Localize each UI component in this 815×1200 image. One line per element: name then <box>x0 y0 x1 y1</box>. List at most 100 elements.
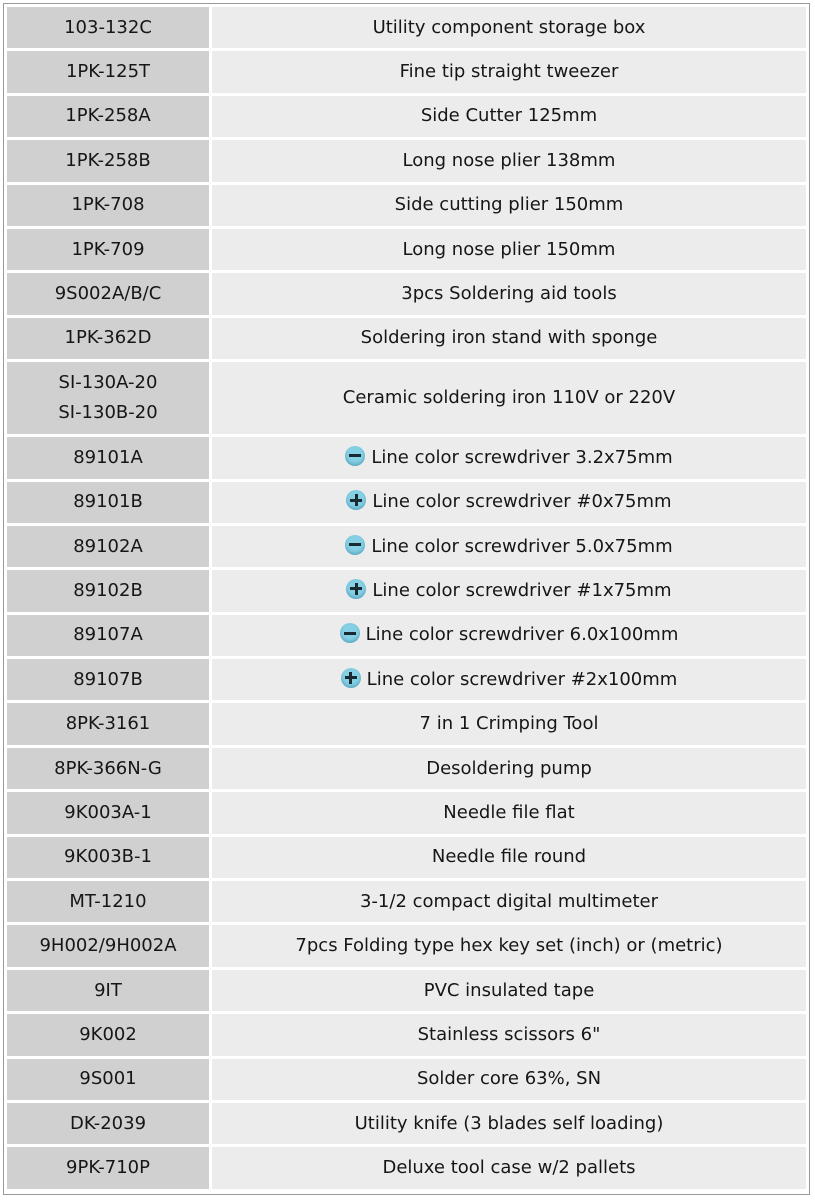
part-code-alt: SI-130B-20 <box>58 402 158 424</box>
part-description: Solder core 63%, SN <box>416 1068 602 1090</box>
table-row: 1PK-258B Long nose plier 138mm <box>7 140 806 182</box>
part-code: 89101A <box>73 446 143 468</box>
code-cell: SI-130A-20 SI-130B-20 <box>7 362 209 435</box>
part-description: Long nose plier 138mm <box>402 149 616 171</box>
code-cell: 89101A <box>7 437 209 479</box>
part-description: Soldering iron stand with sponge <box>360 327 658 349</box>
phillips-plus-icon <box>346 490 367 511</box>
part-code: 1PK-362D <box>64 327 152 349</box>
code-cell: 9K002 <box>7 1014 209 1056</box>
part-description: Line color screwdriver #1x75mm <box>372 579 672 601</box>
description-cell: Fine tip straight tweezer <box>212 51 806 93</box>
part-description: Long nose plier 150mm <box>402 238 616 260</box>
part-code: 1PK-125T <box>65 61 151 83</box>
part-code: 8PK-366N-G <box>54 757 162 779</box>
parts-table: 103-132C Utility component storage box 1PK… <box>4 4 809 1192</box>
description-cell: Long nose plier 138mm <box>212 140 806 182</box>
part-description: Side Cutter 125mm <box>420 105 598 127</box>
code-cell: 1PK-125T <box>7 51 209 93</box>
part-description: Line color screwdriver #2x100mm <box>366 668 678 690</box>
description-cell: Line color screwdriver #0x75mm <box>212 481 806 523</box>
part-description: Utility component storage box <box>372 16 646 38</box>
table-row: 9IT PVC insulated tape <box>7 969 806 1012</box>
table-row: 9K003A-1 Needle file flat <box>7 792 806 834</box>
table-frame <box>3 3 810 1195</box>
code-cell: 8PK-3161 <box>7 703 209 745</box>
description-cell: 3pcs Soldering aid tools <box>212 273 806 315</box>
part-description: Deluxe tool case w/2 pallets <box>382 1157 636 1179</box>
code-cell: 9PK-710P <box>7 1147 209 1189</box>
description-cell: 7 in 1 Crimping Tool <box>212 703 806 745</box>
slotted-minus-icon <box>339 623 360 644</box>
part-code: 1PK-709 <box>71 238 145 260</box>
part-code: DK-2039 <box>69 1112 147 1134</box>
part-code: 9K003A-1 <box>64 801 152 823</box>
table-row: DK-2039 Utility knife (3 blades self load… <box>7 1102 806 1145</box>
code-cell: 9S002A/B/C <box>7 273 209 315</box>
code-cell: 89101B <box>7 481 209 523</box>
part-description: Stainless scissors 6" <box>417 1023 601 1045</box>
part-code: 103-132C <box>64 16 152 38</box>
phillips-plus-icon <box>346 578 367 599</box>
part-code: 9K003B-1 <box>64 846 152 868</box>
table-row: 8PK-3161 7 in 1 Crimping Tool <box>7 703 806 745</box>
part-code: 9S002A/B/C <box>54 283 162 305</box>
code-cell: 9K003A-1 <box>7 792 209 834</box>
part-code: 1PK-258B <box>65 149 151 171</box>
description-cell: Desoldering pump <box>212 747 806 790</box>
code-cell: 1PK-258B <box>7 140 209 182</box>
part-code: 89107A <box>73 624 143 646</box>
code-cell: 89102B <box>7 570 209 612</box>
code-cell: 103-132C <box>7 7 209 49</box>
code-cell: 1PK-362D <box>7 317 209 360</box>
description-cell: Utility knife (3 blades self loading) <box>212 1102 806 1145</box>
table-row: 89101A Line color screwdriver 3.2x75mm <box>7 437 806 479</box>
code-cell: 89107B <box>7 659 209 701</box>
code-cell: 1PK-708 <box>7 184 209 226</box>
part-description: Fine tip straight tweezer <box>399 61 619 83</box>
table-row: 89102A Line color screwdriver 5.0x75mm <box>7 525 806 568</box>
table-row: 1PK-709 Long nose plier 150mm <box>7 228 806 271</box>
part-code: SI-130A-20 <box>58 372 158 394</box>
description-cell: Stainless scissors 6" <box>212 1014 806 1056</box>
description-cell: Utility component storage box <box>212 7 806 49</box>
part-description: Ceramic soldering iron 110V or 220V <box>342 387 676 409</box>
code-cell: DK-2039 <box>7 1102 209 1145</box>
table-row: 89101B Line color screwdriver #0x75mm <box>7 481 806 523</box>
table-row: 9H002/9H002A 7pcs Folding type hex key se… <box>7 925 806 967</box>
table-row: 9K002 Stainless scissors 6" <box>7 1014 806 1056</box>
table-row: 9K003B-1 Needle file round <box>7 836 806 879</box>
description-cell: Line color screwdriver 6.0x100mm <box>212 614 806 657</box>
part-description: 7pcs Folding type hex key set (inch) or … <box>295 935 723 957</box>
description-cell: Needle file round <box>212 836 806 879</box>
description-cell: 3-1/2 compact digital multimeter <box>212 881 806 923</box>
part-description: Line color screwdriver #0x75mm <box>372 491 672 513</box>
part-description: Needle file flat <box>443 801 575 823</box>
part-code: 9K002 <box>79 1023 137 1045</box>
description-cell: Line color screwdriver 3.2x75mm <box>212 437 806 479</box>
description-cell: Line color screwdriver #1x75mm <box>212 570 806 612</box>
table-row: 89107A Line color screwdriver 6.0x100mm <box>7 614 806 657</box>
part-description: 7 in 1 Crimping Tool <box>419 713 599 735</box>
table-row: 8PK-366N-G Desoldering pump <box>7 747 806 790</box>
table-row: MT-1210 3-1/2 compact digital multimeter <box>7 881 806 923</box>
code-cell: 9H002/9H002A <box>7 925 209 967</box>
table-row: 89107B Line color screwdriver #2x100mm <box>7 659 806 701</box>
slotted-minus-icon <box>345 534 366 555</box>
description-cell: Soldering iron stand with sponge <box>212 317 806 360</box>
table-row: 89102B Line color screwdriver #1x75mm <box>7 570 806 612</box>
description-cell: PVC insulated tape <box>212 969 806 1012</box>
table-row: 9S002A/B/C 3pcs Soldering aid tools <box>7 273 806 315</box>
part-description: PVC insulated tape <box>423 979 595 1001</box>
table-row: 1PK-708 Side cutting plier 150mm <box>7 184 806 226</box>
table-row: SI-130A-20 SI-130B-20 Ceramic soldering ir… <box>7 362 806 435</box>
phillips-plus-icon <box>340 667 361 688</box>
description-cell: Side cutting plier 150mm <box>212 184 806 226</box>
part-description: Utility knife (3 blades self loading) <box>354 1112 664 1134</box>
part-code: 1PK-258A <box>65 105 151 127</box>
part-code: 9S001 <box>79 1068 137 1090</box>
part-description: Line color screwdriver 5.0x75mm <box>371 535 673 557</box>
table-row: 9PK-710P Deluxe tool case w/2 pallets <box>7 1147 806 1189</box>
part-code: 89102A <box>73 535 143 557</box>
code-cell: 9K003B-1 <box>7 836 209 879</box>
